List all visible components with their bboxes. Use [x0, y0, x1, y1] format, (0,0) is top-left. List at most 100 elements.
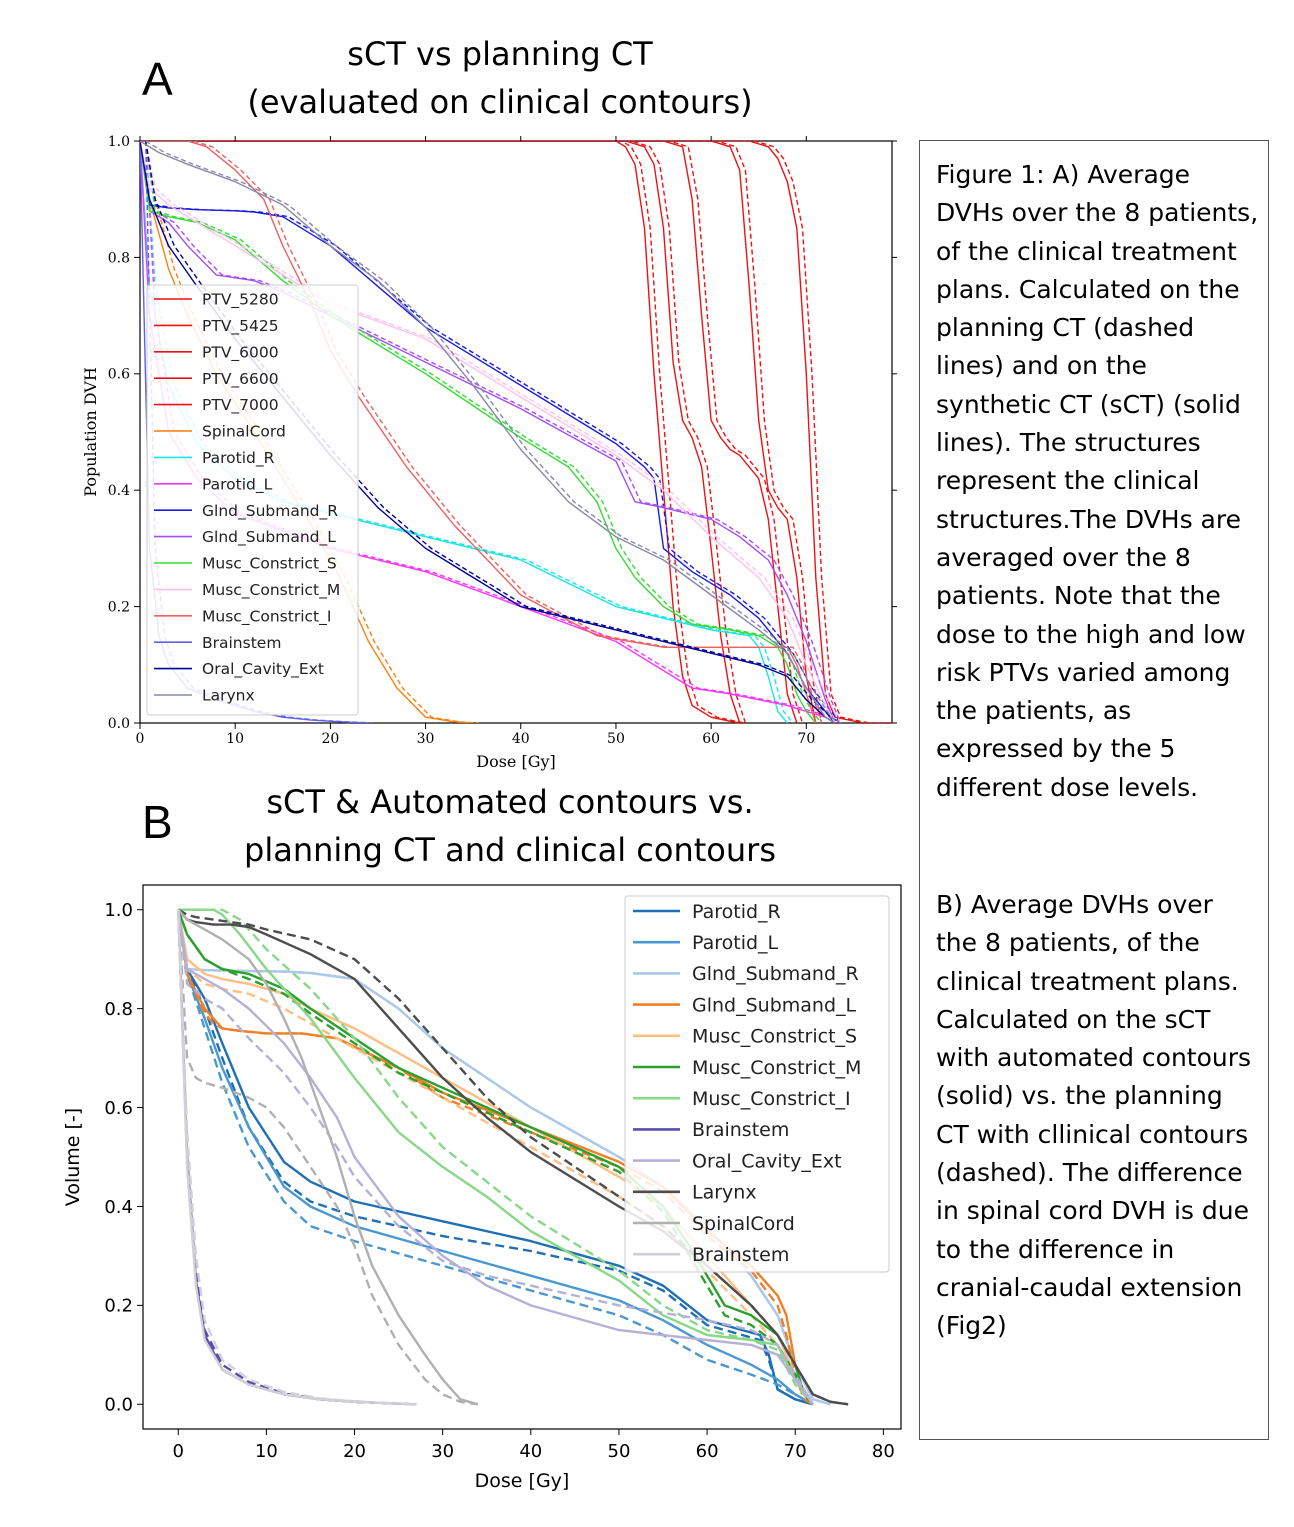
legend-label: Brainstem — [692, 1244, 789, 1266]
legend-label: Musc_Constrict_I — [202, 607, 331, 626]
series-line-dashed-musc-constrict-s — [145, 141, 823, 723]
panel-b-title-line2: planning CT and clinical contours — [244, 831, 776, 869]
x-tick-label: 20 — [321, 731, 339, 747]
legend-label: Brainstem — [692, 1119, 789, 1141]
y-tick-label: 0.2 — [108, 600, 130, 616]
series-line-dashed-brainstem — [177, 909, 417, 1406]
x-tick-label: 30 — [417, 731, 435, 747]
series-line-dashed-ptv-7000 — [145, 141, 892, 723]
series-group-B — [177, 908, 849, 1406]
series-line-dashed-glnd-submand-l — [177, 909, 814, 1406]
legend-label: Glnd_Submand_L — [692, 994, 857, 1016]
series-line-parotid-r — [177, 909, 814, 1406]
series-line-ptv-5280 — [140, 141, 740, 723]
x-tick-label: 50 — [608, 1441, 631, 1462]
caption-part-b: B) Average DVHs over the 8 patients, of … — [936, 890, 1252, 1341]
legend-label: Parotid_L — [692, 932, 779, 954]
x-axis-label: Dose [Gy] — [476, 752, 556, 771]
y-tick-label: 0.0 — [104, 1395, 133, 1416]
x-tick-label: 50 — [607, 731, 625, 747]
panel-a-title: sCT vs planning CT (evaluated on clinica… — [200, 30, 800, 126]
caption-part-a: Figure 1: A) Average DVHs over the 8 pat… — [936, 160, 1259, 802]
series-line-musc-constrict-m — [140, 141, 836, 723]
x-tick-label: 70 — [797, 731, 815, 747]
legend-label: Parotid_R — [202, 449, 275, 468]
legend-label: PTV_7000 — [202, 396, 279, 415]
legend-label: Musc_Constrict_M — [202, 581, 340, 600]
panel-a-letter: A — [142, 53, 173, 105]
series-line-dashed-oral-cavity-ext — [177, 909, 814, 1405]
y-tick-label: 0.8 — [104, 999, 133, 1020]
series-line-dashed-musc-constrict-m — [145, 141, 842, 723]
y-tick-label: 1.0 — [104, 900, 133, 921]
series-line-dashed-parotid-r — [177, 909, 814, 1406]
y-tick-label: 0.4 — [104, 1197, 133, 1218]
x-tick-label: 40 — [512, 731, 530, 747]
legend-label: Parotid_L — [202, 475, 273, 494]
series-line-musc-constrict-m — [177, 909, 814, 1406]
series-line-dashed-glnd-submand-l — [145, 141, 842, 723]
panel-a-title-line1: sCT vs planning CT — [347, 35, 653, 73]
x-tick-label: 80 — [872, 1441, 895, 1462]
series-line-dashed-glnd-submand-r — [145, 141, 842, 723]
series-line-oral-cavity-ext — [177, 909, 814, 1405]
x-tick-label: 0 — [136, 731, 145, 747]
series-line-dashed-ptv-6600 — [145, 141, 823, 723]
x-tick-label: 60 — [702, 731, 720, 747]
series-line-dashed-spinalcord — [145, 141, 479, 723]
series-line-dashed-larynx — [177, 908, 849, 1406]
caption-box — [919, 140, 1269, 1440]
y-tick-label: 0.4 — [108, 483, 130, 499]
series-line-dashed-musc-constrict-i — [178, 908, 814, 1406]
legend-label: Oral_Cavity_Ext — [202, 660, 324, 679]
panel-a-title-line2: (evaluated on clinical contours) — [247, 83, 753, 121]
legend-box-B — [624, 895, 890, 1273]
legend-label: PTV_5425 — [202, 317, 279, 336]
series-line-ptv-5425 — [140, 141, 741, 723]
legend-label: PTV_6000 — [202, 343, 279, 362]
legend-box-A — [146, 284, 359, 716]
panel-b-letter: B — [142, 796, 173, 848]
y-tick-label: 0.8 — [108, 250, 130, 266]
panel-b-title: sCT & Automated contours vs. planning CT… — [200, 778, 820, 874]
legend-label: Larynx — [202, 687, 255, 705]
legend-label: Glnd_Submand_L — [202, 528, 336, 547]
x-tick-label: 30 — [431, 1441, 454, 1462]
legend-label: Brainstem — [202, 634, 281, 652]
series-line-glnd-submand-l — [140, 141, 836, 723]
series-line-ptv-6000 — [140, 141, 798, 723]
series-line-ptv-6600 — [140, 141, 817, 723]
y-tick-label: 0.0 — [108, 716, 130, 732]
series-line-dashed-oral-cavity-ext — [145, 141, 841, 723]
panel-b-title-line1: sCT & Automated contours vs. — [266, 783, 754, 821]
y-tick-label: 1.0 — [108, 134, 130, 150]
series-line-dashed-ptv-5425 — [145, 141, 747, 723]
y-tick-label: 0.6 — [108, 367, 130, 383]
x-tick-label: 60 — [696, 1441, 719, 1462]
legend-label: Musc_Constrict_S — [202, 555, 337, 574]
y-tick-label: 0.6 — [104, 1098, 133, 1119]
series-line-dashed-parotid-l — [177, 909, 814, 1406]
x-tick-label: 10 — [226, 731, 244, 747]
x-tick-label: 20 — [343, 1441, 366, 1462]
y-axis-label: Population DVH — [81, 367, 100, 497]
legend-label: Musc_Constrict_S — [692, 1026, 857, 1048]
legend-label: Glnd_Submand_R — [202, 502, 338, 521]
series-line-oral-cavity-ext — [140, 141, 836, 723]
y-tick-label: 0.2 — [104, 1296, 133, 1317]
x-tick-label: 10 — [255, 1441, 278, 1462]
series-line-larynx — [140, 141, 836, 723]
legend-label: SpinalCord — [692, 1213, 795, 1235]
legend-label: Parotid_R — [692, 901, 781, 923]
series-line-ptv-7000 — [140, 141, 892, 723]
legend-label: Larynx — [692, 1182, 757, 1204]
series-line-dashed-musc-constrict-m — [177, 909, 814, 1406]
legend-label: Glnd_Submand_R — [692, 963, 859, 985]
series-line-spinalcord — [177, 908, 479, 1406]
y-axis-label: Volume [-] — [62, 1108, 84, 1206]
legend-label: PTV_6600 — [202, 370, 279, 389]
x-tick-label: 70 — [784, 1441, 807, 1462]
series-line-dashed-brainstem — [177, 909, 417, 1406]
legend-label: Oral_Cavity_Ext — [692, 1150, 842, 1172]
